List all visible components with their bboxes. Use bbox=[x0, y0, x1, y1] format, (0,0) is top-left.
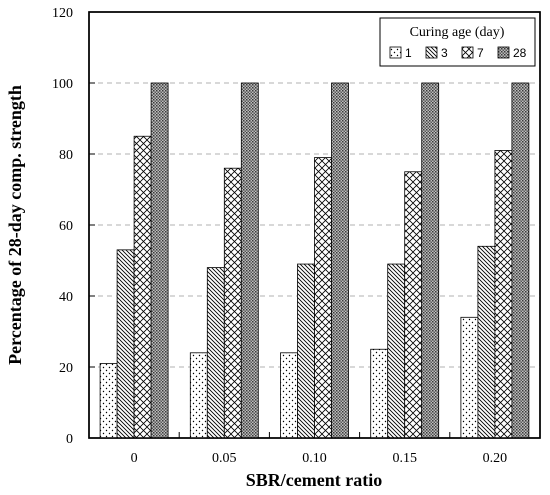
bar-28-day-0.15 bbox=[421, 82, 440, 439]
bar-28-day-0.20 bbox=[511, 82, 530, 439]
bar-1-day-0.15 bbox=[370, 348, 389, 439]
bar-3-day-0 bbox=[116, 249, 135, 439]
y-axis-title: Percentage of 28-day comp. strength bbox=[5, 85, 25, 365]
y-tick-label: 80 bbox=[59, 148, 73, 163]
bar-28-day-0 bbox=[150, 82, 169, 439]
y-tick-label: 20 bbox=[59, 361, 73, 376]
legend-swatch bbox=[497, 46, 510, 59]
legend-swatch bbox=[425, 46, 438, 59]
bar-1-day-0.10 bbox=[280, 352, 298, 439]
bar-7-day-0.05 bbox=[223, 167, 242, 439]
legend-label: 1 bbox=[405, 46, 412, 60]
x-axis-title: SBR/cement ratio bbox=[246, 470, 382, 490]
bar-1-day-0.05 bbox=[189, 352, 208, 439]
bar-3-day-0.10 bbox=[297, 263, 315, 439]
legend-label: 28 bbox=[513, 46, 527, 60]
bar-7-day-0.15 bbox=[404, 171, 423, 439]
legend-swatch bbox=[389, 46, 402, 59]
legend-swatch bbox=[461, 46, 474, 59]
x-tick-label: 0.05 bbox=[212, 451, 237, 466]
legend-title: Curing age (day) bbox=[410, 25, 505, 40]
bar-1-day-0.20 bbox=[460, 316, 479, 439]
bar-3-day-0.20 bbox=[477, 245, 496, 439]
y-tick-label: 0 bbox=[66, 432, 73, 447]
x-tick-label: 0 bbox=[131, 451, 138, 466]
bar-1-day-0 bbox=[99, 363, 118, 439]
x-tick-label: 0.10 bbox=[302, 451, 327, 466]
bar-28-day-0.10 bbox=[331, 82, 349, 439]
bar-3-day-0.15 bbox=[387, 263, 406, 439]
x-axis-ticks: 0 0.05 0.10 0.15 0.20 bbox=[131, 432, 508, 466]
legend-label: 7 bbox=[477, 46, 484, 60]
y-tick-label: 100 bbox=[52, 77, 73, 92]
y-tick-label: 40 bbox=[59, 290, 73, 305]
bar-28-day-0.05 bbox=[240, 82, 259, 439]
x-tick-label: 0.20 bbox=[483, 451, 508, 466]
bar-3-day-0.05 bbox=[206, 267, 225, 439]
x-tick-label: 0.15 bbox=[392, 451, 417, 466]
bars bbox=[99, 82, 530, 439]
y-tick-label: 60 bbox=[59, 219, 73, 234]
legend: Curing age (day) 1 3 7 28 bbox=[379, 17, 536, 67]
bar-7-day-0.10 bbox=[314, 157, 332, 439]
legend-label: 3 bbox=[441, 46, 448, 60]
bar-7-day-0.20 bbox=[494, 150, 513, 439]
y-tick-label: 120 bbox=[52, 6, 73, 21]
bar-7-day-0 bbox=[133, 135, 152, 439]
